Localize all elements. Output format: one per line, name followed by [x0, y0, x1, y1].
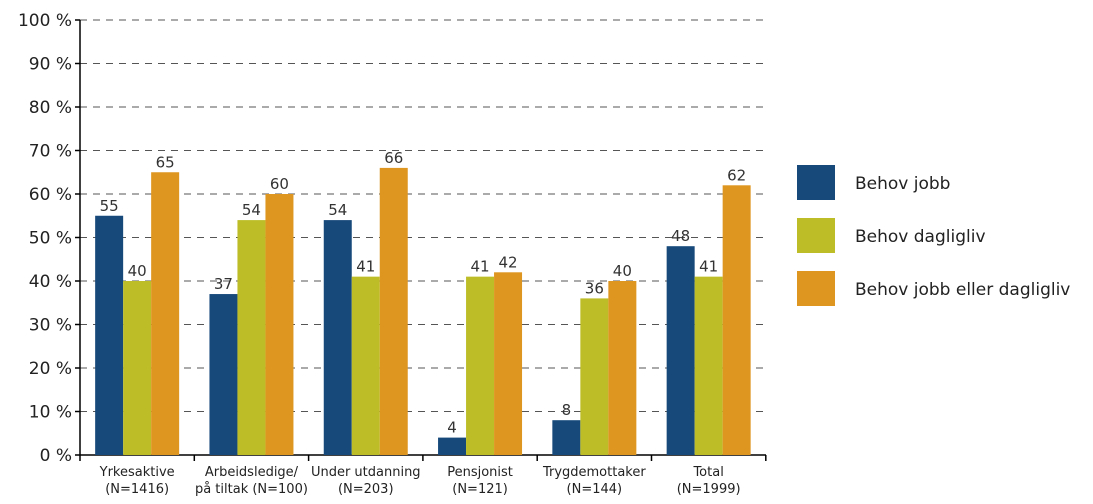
bar [438, 437, 467, 455]
bar [580, 298, 609, 455]
data-label: 8 [562, 401, 572, 419]
bar [209, 294, 238, 455]
category-label: (N=203) [338, 482, 394, 497]
category-label: (N=1416) [105, 482, 169, 497]
category-label: Pensjonist [447, 465, 513, 480]
data-label: 66 [384, 149, 403, 167]
data-label: 60 [270, 175, 289, 193]
y-tick-label: 40 % [29, 272, 72, 292]
bar [351, 276, 380, 455]
bar [694, 276, 723, 455]
data-label: 36 [585, 279, 604, 297]
category-label: (N=1999) [677, 482, 741, 497]
data-label: 48 [671, 227, 690, 245]
data-label: 55 [100, 197, 119, 215]
data-label: 4 [447, 419, 457, 437]
bar [323, 220, 352, 455]
y-tick-label: 10 % [29, 403, 72, 423]
legend-label: Behov jobb eller dagligliv [855, 280, 1070, 300]
legend-swatch [797, 165, 835, 200]
data-label: 42 [499, 253, 518, 271]
data-label: 40 [613, 262, 632, 280]
y-tick-label: 0 % [40, 446, 72, 466]
data-label: 37 [214, 275, 233, 293]
bar [466, 276, 495, 455]
y-tick-label: 60 % [29, 185, 72, 205]
data-label: 54 [328, 201, 347, 219]
data-label: 41 [699, 258, 718, 276]
data-label: 65 [156, 153, 175, 171]
data-label: 54 [242, 201, 261, 219]
category-label: Under utdanning [311, 465, 421, 480]
y-tick-label: 100 % [18, 11, 72, 31]
bar [552, 420, 581, 455]
legend-swatch [797, 271, 835, 306]
legend-label: Behov dagligliv [855, 227, 986, 247]
bar [379, 167, 408, 455]
bar [123, 281, 152, 455]
category-label: (N=144) [567, 482, 623, 497]
category-label: (N=121) [452, 482, 508, 497]
bar [608, 281, 637, 455]
data-label: 41 [356, 258, 375, 276]
bar [95, 215, 124, 455]
data-label: 41 [471, 258, 490, 276]
bar [666, 246, 695, 455]
category-label: på tiltak (N=100) [195, 482, 308, 497]
data-label: 40 [128, 262, 147, 280]
y-tick-label: 90 % [29, 55, 72, 75]
bar [722, 185, 751, 456]
y-tick-label: 80 % [29, 98, 72, 118]
bar [151, 172, 180, 455]
bar [265, 194, 294, 455]
y-tick-label: 70 % [29, 142, 72, 162]
category-label: Total [692, 465, 723, 480]
legend-swatch [797, 218, 835, 253]
category-label: Arbeidsledige/ [205, 465, 299, 480]
category-label: Yrkesaktive [99, 465, 175, 480]
y-tick-label: 50 % [29, 229, 72, 249]
bar [237, 220, 266, 455]
legend-label: Behov jobb [855, 174, 950, 194]
bar [494, 272, 523, 455]
category-label: Trygdemottaker [542, 465, 646, 480]
data-label: 62 [727, 166, 746, 184]
y-tick-label: 30 % [29, 316, 72, 336]
y-tick-label: 20 % [29, 359, 72, 379]
